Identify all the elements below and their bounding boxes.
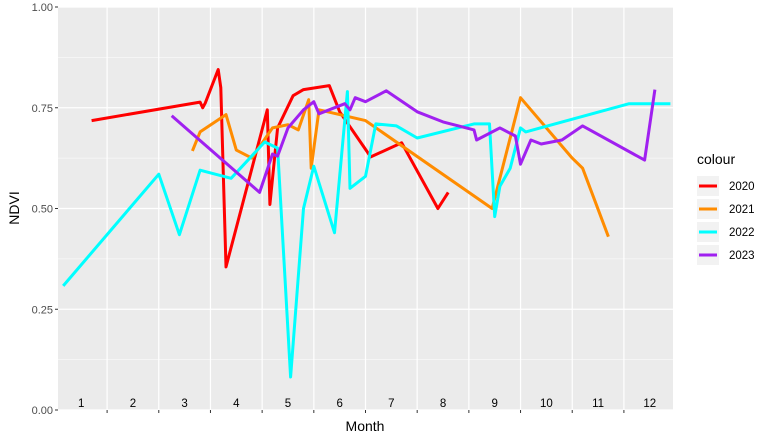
legend-label-2022: 2022	[729, 227, 755, 239]
month-label: 8	[440, 398, 446, 410]
y-tick-label: 0.00	[32, 405, 53, 417]
x-axis	[106, 410, 625, 413]
month-label: 7	[388, 398, 394, 410]
month-label: 1	[78, 398, 84, 410]
y-axis-title: NDVI	[6, 191, 22, 224]
month-labels: 1 2 3 4 5 6 7 8 9 10 11 12	[78, 398, 656, 410]
series-layer	[62, 68, 671, 379]
month-label: 2	[130, 398, 136, 410]
y-tick-label: 0.50	[32, 204, 53, 216]
y-axis: 0.00 0.25 0.50 0.75 1.00	[32, 2, 58, 417]
month-label: 4	[233, 398, 240, 410]
series-line-2023	[170, 89, 657, 194]
y-tick-label: 1.00	[32, 2, 53, 14]
month-label: 5	[285, 398, 291, 410]
month-label: 10	[540, 398, 553, 410]
legend-label-2020: 2020	[729, 181, 755, 193]
month-label: 9	[491, 398, 497, 410]
month-label: 12	[643, 398, 656, 410]
legend-label-2021: 2021	[729, 204, 755, 216]
y-tick-label: 0.75	[32, 103, 53, 115]
month-label: 11	[592, 398, 604, 410]
x-axis-title: Month	[346, 418, 385, 434]
month-label: 3	[181, 398, 187, 410]
month-label: 6	[336, 398, 342, 410]
y-tick-label: 0.25	[32, 304, 53, 316]
series-line-2021	[191, 96, 610, 238]
legend-label-2023: 2023	[729, 250, 755, 262]
legend: colour 2020 2021 2022 2023	[697, 151, 755, 265]
legend-title: colour	[697, 151, 735, 167]
series-line-2020	[91, 68, 450, 269]
